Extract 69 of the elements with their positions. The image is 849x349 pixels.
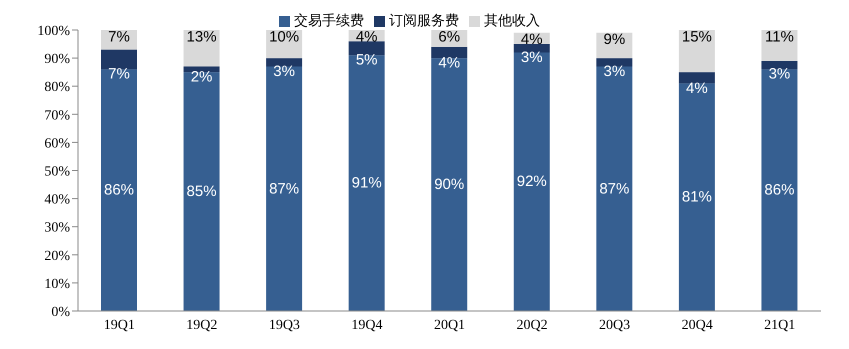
bar [184, 66, 220, 72]
bar [266, 66, 302, 311]
data-label: 3% [768, 66, 790, 83]
x-tick-label: 20Q1 [434, 318, 466, 333]
data-label: 11% [764, 28, 794, 46]
bar [678, 83, 715, 311]
data-label: 86% [104, 182, 134, 199]
x-tick-label: 19Q1 [104, 318, 135, 333]
bar [596, 66, 632, 311]
bar [514, 44, 550, 52]
data-label: 4% [520, 31, 543, 48]
bar [348, 55, 385, 311]
legend-label: 交易手续费 [294, 12, 364, 28]
bar [431, 58, 468, 311]
x-tick-label: 20Q3 [599, 318, 630, 333]
x-tick-label: 20Q2 [516, 318, 548, 333]
bar [431, 46, 468, 58]
data-label: 4% [356, 28, 378, 46]
bar [678, 30, 715, 72]
data-label: 7% [108, 28, 130, 46]
y-tick-label: 70% [44, 108, 70, 124]
bar [514, 52, 550, 311]
data-label: 13% [186, 28, 217, 46]
y-tick-label: 60% [44, 136, 70, 152]
data-label: 87% [599, 180, 630, 198]
bar [348, 41, 385, 56]
bar [761, 69, 798, 311]
data-label: 10% [269, 28, 300, 46]
data-label: 4% [438, 54, 460, 72]
y-tick-label: 10% [44, 276, 70, 292]
data-label: 92% [516, 173, 547, 190]
data-label: 9% [603, 31, 626, 48]
y-tick-label: 80% [44, 80, 70, 96]
data-label: 87% [269, 180, 300, 198]
bar [266, 58, 302, 67]
data-label: 3% [520, 48, 543, 66]
y-tick-label: 30% [44, 220, 70, 236]
bar [184, 72, 220, 311]
y-tick-label: 90% [44, 52, 70, 68]
data-label: 3% [603, 62, 626, 80]
bar [101, 69, 137, 311]
x-tick-label: 21Q1 [764, 318, 796, 333]
y-tick-label: 100% [37, 24, 70, 39]
x-tick-label: 19Q2 [186, 318, 218, 333]
y-tick-label: 50% [44, 164, 70, 180]
data-label: 3% [273, 62, 295, 80]
data-label: 4% [686, 80, 708, 97]
x-tick-label: 19Q3 [268, 318, 300, 333]
data-label: 90% [434, 176, 464, 194]
bar [101, 50, 137, 70]
data-label: 6% [438, 28, 460, 46]
data-label: 15% [682, 28, 712, 46]
data-label: 7% [108, 66, 130, 83]
data-label: 86% [764, 182, 794, 199]
x-tick-label: 20Q4 [682, 318, 713, 333]
bar [761, 60, 798, 70]
y-tick-label: 40% [44, 192, 70, 208]
x-tick-label: 19Q4 [351, 318, 383, 333]
data-label: 81% [682, 188, 712, 206]
data-label: 2% [190, 68, 212, 86]
y-tick-label: 0% [51, 304, 70, 320]
data-label: 85% [186, 183, 217, 200]
data-label: 91% [352, 174, 382, 192]
legend-label: 订阅服务费 [389, 12, 459, 28]
bar [596, 58, 632, 67]
data-label: 5% [356, 52, 378, 69]
legend-label: 其他收入 [484, 12, 540, 28]
bar [678, 72, 715, 84]
y-tick-label: 20% [44, 248, 70, 264]
